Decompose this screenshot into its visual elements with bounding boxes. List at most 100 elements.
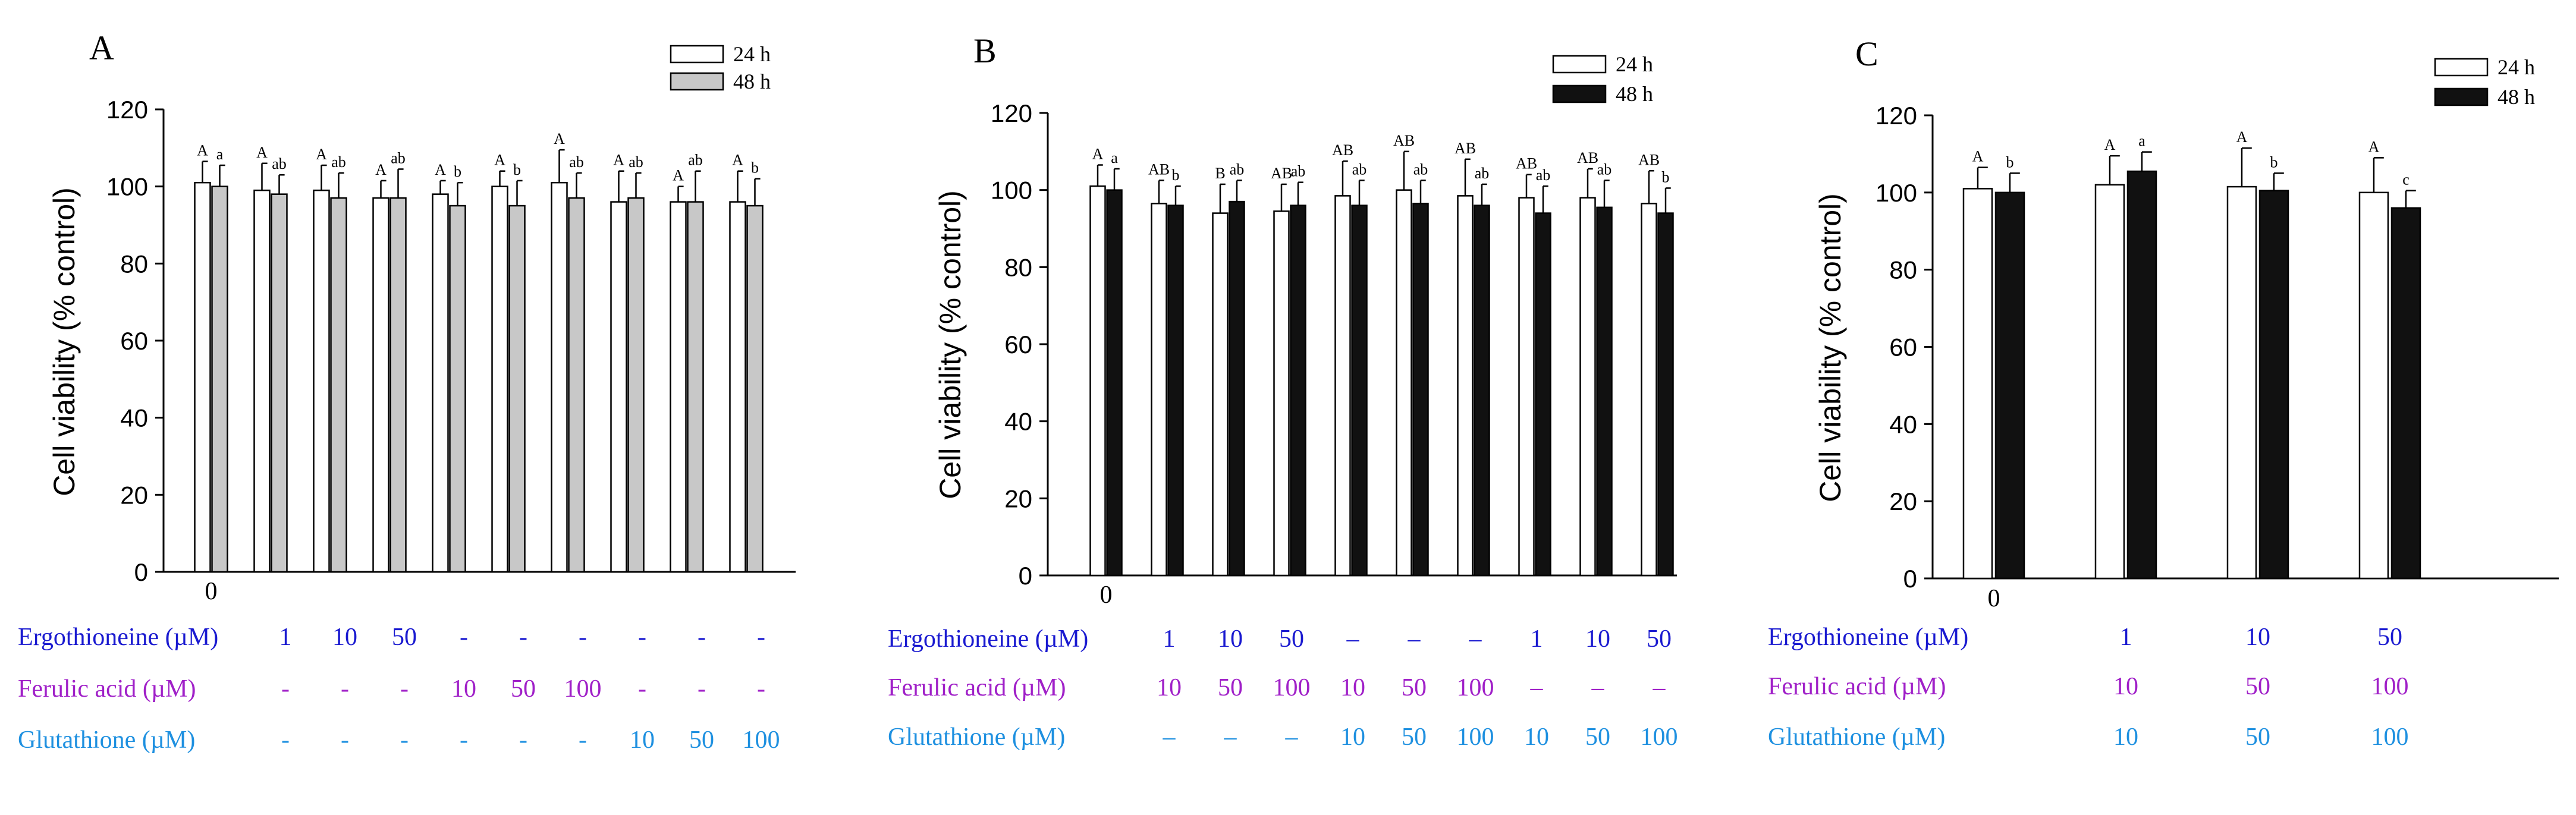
panel-b-treatment-label: Ferulic acid (µM) xyxy=(888,674,1066,701)
panel-a-treatment-value: - xyxy=(519,624,527,651)
panel-b-treatment-value: 10 xyxy=(1585,625,1610,653)
panel-a-significance-letter: ab xyxy=(569,153,584,171)
panel-b-significance-letter: ab xyxy=(1352,161,1367,178)
panel-a-bar-48h xyxy=(746,204,764,573)
panel-a-bar-24h xyxy=(313,189,330,573)
panel-b-bar-48h xyxy=(1412,203,1429,577)
panel-b-significance-letter: ab xyxy=(1230,161,1245,178)
panel-b-bar-48h xyxy=(1229,200,1245,577)
panel-c-treatment-value: 10 xyxy=(2113,673,2138,700)
panel-a-significance-letter: A xyxy=(613,152,624,169)
panel-a-significance-letter: b xyxy=(513,161,521,178)
panel-a-treatment-value: 50 xyxy=(511,675,536,703)
panel-c-y-tick-label: 0 xyxy=(1903,565,1917,593)
panel-a-treatment-value: - xyxy=(638,624,646,651)
panel-b-treatment-value: 50 xyxy=(1218,674,1243,701)
panel-c-treatment-label: Ferulic acid (µM) xyxy=(1768,673,1946,700)
panel-a-significance-letter: A xyxy=(673,167,684,184)
panel-b-significance-letter: AB xyxy=(1271,165,1292,182)
panel-c-title: C xyxy=(1855,34,1878,73)
panel-b-significance-letter: AB xyxy=(1332,141,1353,159)
panel-b-significance-letter: b xyxy=(1662,168,1670,185)
panel-c-bar-48h xyxy=(2126,170,2157,580)
panel-b-legend-label: 48 h xyxy=(1616,82,1653,106)
panel-b-significance-letter: ab xyxy=(1291,163,1306,180)
panel-c-treatment-value: 100 xyxy=(2371,723,2409,751)
panel-a-treatment-value: - xyxy=(341,675,349,703)
panel-c-y-tick-label: 20 xyxy=(1889,487,1917,515)
panel-b-treatment-value: – xyxy=(1346,625,1360,653)
panel-a-y-tick-label: 60 xyxy=(120,327,148,355)
panel-b-treatment-value: – xyxy=(1224,723,1237,751)
panel-a-treatment-value: - xyxy=(400,675,409,703)
panel-a-treatment-value: - xyxy=(519,726,527,754)
panel-b-significance-letter: ab xyxy=(1536,166,1551,184)
panel-b-significance-letter: ab xyxy=(1413,161,1428,178)
panel-c-treatment-value: 1 xyxy=(2120,624,2132,651)
panel-a-significance-letter: b xyxy=(751,159,759,177)
panel-a-significance-letter: ab xyxy=(629,153,643,171)
panel-a-bar-48h xyxy=(627,197,645,573)
panel-c-legend-label: 48 h xyxy=(2498,85,2535,109)
panel-b-y-tick-label: 0 xyxy=(1019,562,1032,590)
panel-b-treatment-value: 50 xyxy=(1402,723,1427,751)
panel-c-significance-letter: A xyxy=(2368,138,2380,155)
panel-b-bar-24h xyxy=(1089,185,1106,577)
panel-b-bar-24h xyxy=(1579,197,1596,577)
panel-a-bar-24h xyxy=(372,197,389,573)
panel-a-treatment-value: - xyxy=(638,675,646,703)
panel-b-treatment-value: 1 xyxy=(1531,625,1543,653)
panel-b-bar-48h xyxy=(1596,206,1613,577)
panel-a-treatment-value: - xyxy=(460,726,468,754)
panel-b-bar-24h xyxy=(1457,195,1474,577)
panel-a-y-tick-label: 20 xyxy=(120,481,148,509)
panel-b-bar-24h xyxy=(1641,203,1657,577)
panel-a-treatment-value: - xyxy=(757,675,765,703)
panel-a-significance-letter: A xyxy=(554,130,565,147)
panel-c-bar-24h xyxy=(2358,191,2389,580)
panel-a-treatment-label: Ergothioneine (µM) xyxy=(18,624,218,651)
panel-c-treatment-value: 50 xyxy=(2245,723,2270,751)
panel-b-y-tick-label: 20 xyxy=(1004,484,1032,512)
panel-b-treatment-value: 10 xyxy=(1218,625,1243,653)
panel-b-bar-48h xyxy=(1535,212,1551,577)
panel-c-treatment-value: 100 xyxy=(2371,673,2409,700)
panel-a-bar-24h xyxy=(432,193,449,573)
panel-a-treatment-value: - xyxy=(281,726,290,754)
panel-a-treatment-value: 10 xyxy=(332,624,357,651)
panel-c-bar-48h xyxy=(1994,191,2025,580)
panel-c-treatment-value: 50 xyxy=(2377,624,2402,651)
panel-a-bar-48h xyxy=(449,204,466,573)
panel-a-treatment-value: - xyxy=(757,624,765,651)
panel-a-significance-letter: ab xyxy=(331,153,346,171)
panel-a-bar-24h xyxy=(670,201,687,573)
panel-b-bar-48h xyxy=(1657,212,1674,577)
panel-b-x-tick-label: 0 xyxy=(1100,581,1113,609)
panel-c-bar-48h xyxy=(2390,207,2421,580)
panel-b-treatment-value: 100 xyxy=(1641,723,1678,751)
panel-b-bar-24h xyxy=(1396,189,1412,577)
panel-b-bar-48h xyxy=(1290,204,1306,577)
panel-c-y-tick-label: 100 xyxy=(1876,179,1917,207)
panel-b-bar-24h xyxy=(1273,210,1290,577)
panel-b-treatment-value: – xyxy=(1469,625,1482,653)
panel-a-significance-letter: A xyxy=(375,161,387,178)
panel-b-y-tick-label: 40 xyxy=(1004,408,1032,436)
panel-b-significance-letter: AB xyxy=(1148,161,1170,178)
panel-b-significance-letter: a xyxy=(1111,149,1118,166)
panel-a-bar-48h xyxy=(271,193,288,573)
panel-a-bar-48h xyxy=(330,197,347,573)
panel-b-significance-letter: ab xyxy=(1597,161,1612,178)
panel-b-y-tick-label: 120 xyxy=(991,99,1032,127)
panel-c-legend-swatch-24h xyxy=(2434,58,2489,77)
panel-a-treatment-label: Glutathione (µM) xyxy=(18,726,195,754)
panel-c-y-tick-label: 40 xyxy=(1889,410,1917,438)
panel-b-treatment-value: 50 xyxy=(1647,625,1672,653)
panel-b-treatment-value: – xyxy=(1653,674,1666,701)
panel-a-treatment-value: 50 xyxy=(689,726,714,754)
panel-a-treatment-value: 10 xyxy=(451,675,476,703)
panel-c-significance-letter: a xyxy=(2138,133,2145,150)
panel-b-significance-letter: AB xyxy=(1393,132,1415,149)
panel-b-bar-24h xyxy=(1212,212,1229,577)
